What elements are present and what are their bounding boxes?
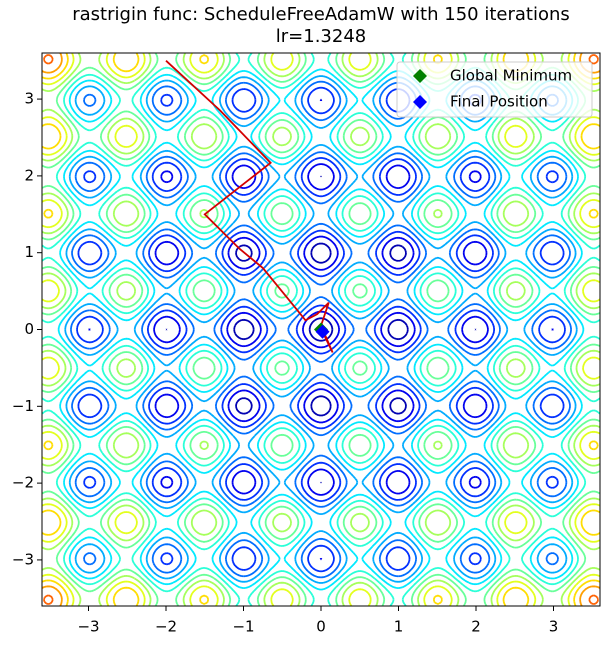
x-tick-label: 2 (471, 618, 481, 636)
legend-box (396, 61, 593, 118)
contour-line (42, 53, 600, 606)
contour-line (70, 80, 572, 579)
y-tick-label: 1 (24, 243, 34, 261)
legend-label: Global Minimum (450, 67, 572, 85)
x-tick-label: 3 (549, 618, 559, 636)
legend-label: Final Position (450, 93, 548, 111)
contour-line (43, 54, 599, 605)
chart-subtitle: lr=1.3248 (276, 26, 366, 47)
legend-marker (413, 95, 427, 109)
y-tick-label: −1 (12, 397, 34, 415)
y-tick-label: −2 (12, 474, 34, 492)
x-tick-label: 1 (394, 618, 404, 636)
legend-marker (413, 69, 427, 83)
y-tick-label: −3 (12, 550, 34, 568)
contour-line (64, 75, 578, 584)
y-tick-label: 0 (24, 320, 34, 338)
x-tick-label: −1 (232, 618, 254, 636)
marks (165, 60, 334, 353)
x-tick-label: 0 (316, 618, 326, 636)
contour-line (57, 68, 585, 591)
x-tick-label: −3 (77, 618, 99, 636)
y-tick-label: 2 (24, 166, 34, 184)
x-tick-label: −2 (155, 618, 177, 636)
y-tick-label: 3 (24, 90, 34, 108)
chart-title: rastrigin func: ScheduleFreeAdamW with 1… (72, 4, 570, 25)
contour-line (76, 86, 566, 573)
point-marker (315, 324, 330, 339)
